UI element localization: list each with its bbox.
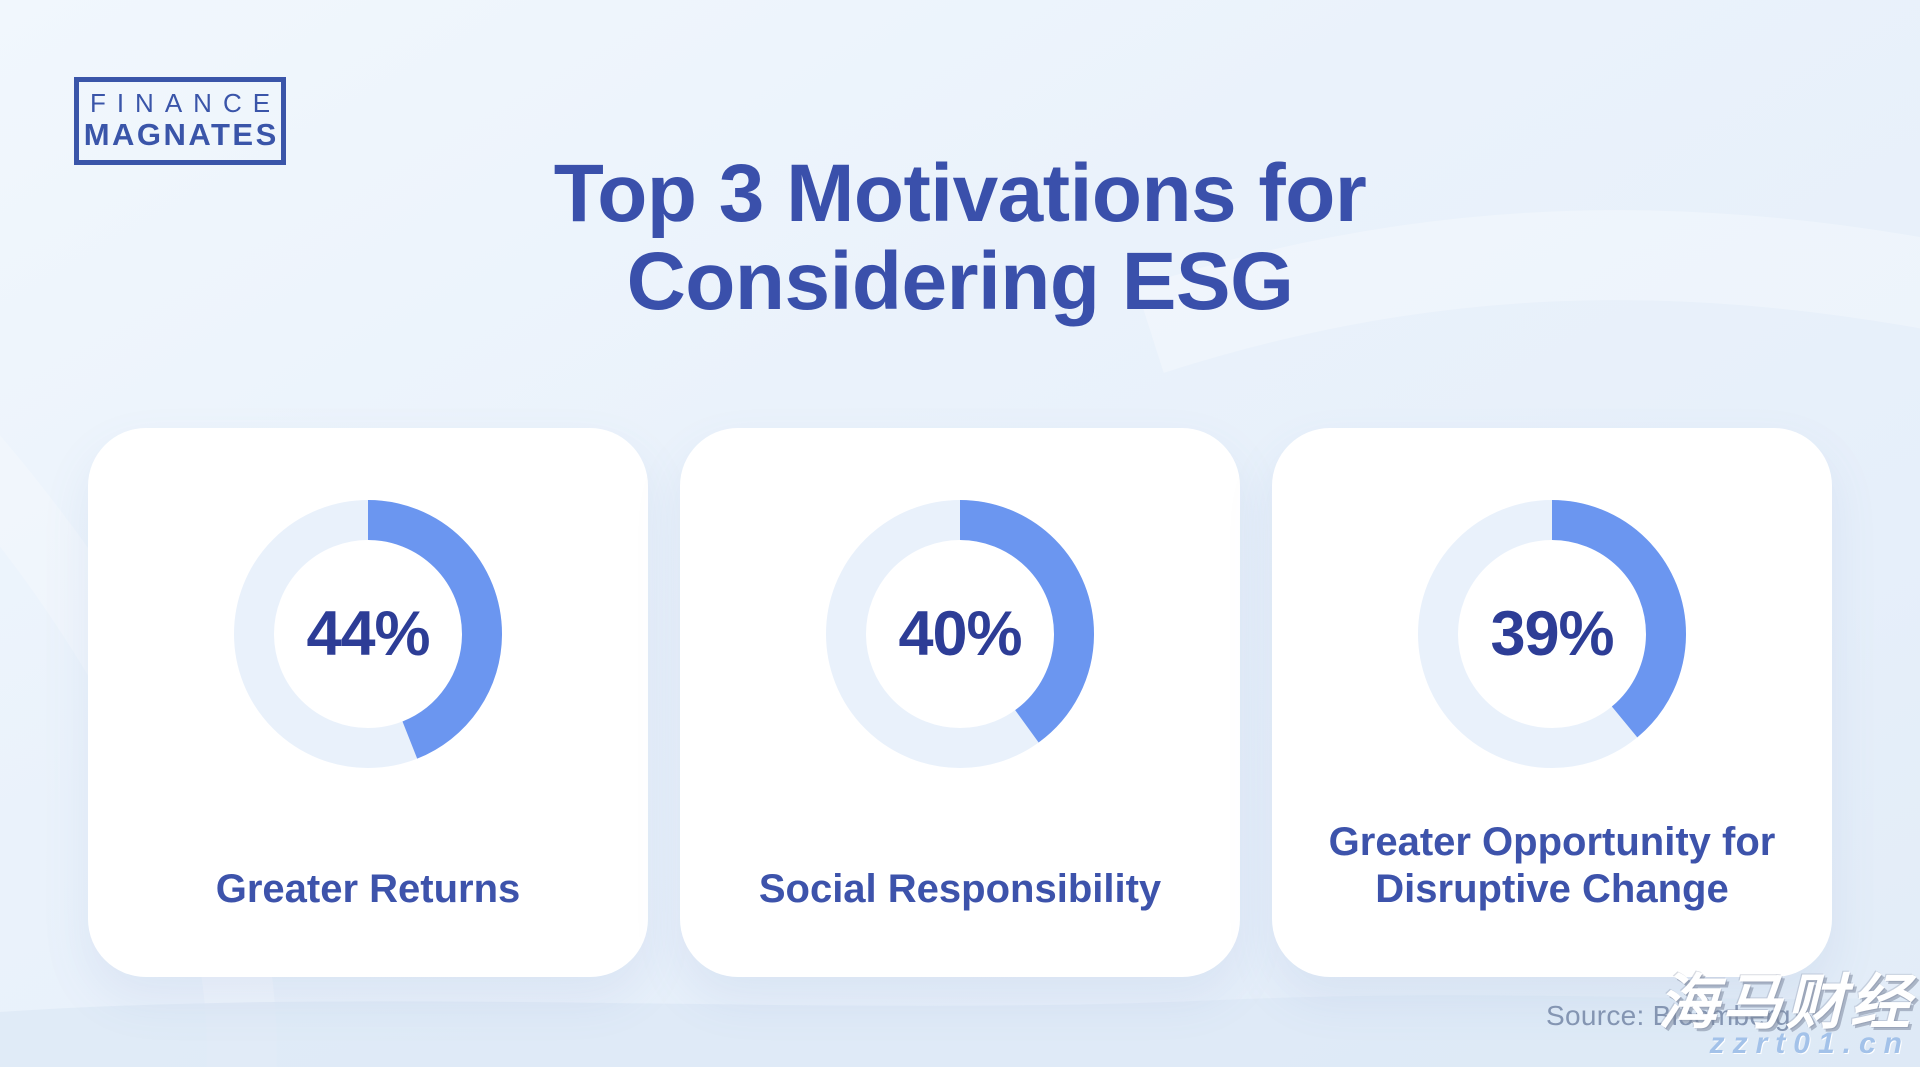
- percent-value: 39%: [1490, 599, 1614, 669]
- logo-text-finance: FINANCE: [89, 88, 282, 119]
- stat-card-social-responsibility: 40% Social Responsibility: [680, 428, 1240, 977]
- card-label: Greater Returns: [88, 866, 648, 913]
- source-attribution: Source: Bloomberg: [1546, 1000, 1791, 1031]
- watermark-site-url: zzrt01.cn: [1709, 1027, 1910, 1060]
- page-title: Top 3 Motivations for Considering ESG: [0, 150, 1920, 325]
- stat-card-disruptive-change: 39% Greater Opportunity for Disruptive C…: [1272, 428, 1832, 977]
- card-label: Greater Opportunity for Disruptive Chang…: [1272, 819, 1832, 913]
- donut-chart-44: 44%: [234, 500, 502, 768]
- page-title-line2: Considering ESG: [626, 235, 1294, 327]
- finance-magnates-logo: FINANCE MAGNATES: [74, 77, 286, 165]
- donut-arc: [826, 500, 1094, 768]
- card-label: Social Responsibility: [680, 866, 1240, 913]
- donut-chart-39: 39%: [1418, 500, 1686, 768]
- percent-value: 44%: [306, 599, 430, 669]
- card-label-line1: Greater Returns: [215, 866, 521, 911]
- page-title-line1: Top 3 Motivations for: [553, 148, 1367, 239]
- card-label-line2: Disruptive Change: [1375, 866, 1729, 911]
- donut-arc: [234, 500, 502, 768]
- donut-arc: [1418, 500, 1686, 768]
- stat-card-greater-returns: 44% Greater Returns: [88, 428, 648, 977]
- stat-cards-row: 44% Greater Returns 40% Social Responsib…: [88, 428, 1832, 977]
- watermark-cjk-text: 海马财经: [1658, 969, 1914, 1036]
- logo-text-magnates: MAGNATES: [83, 116, 279, 152]
- percent-value: 40%: [898, 599, 1022, 669]
- card-label-line1: Greater Opportunity for: [1328, 819, 1776, 864]
- card-label-line1: Social Responsibility: [758, 866, 1162, 911]
- donut-chart-40: 40%: [826, 500, 1094, 768]
